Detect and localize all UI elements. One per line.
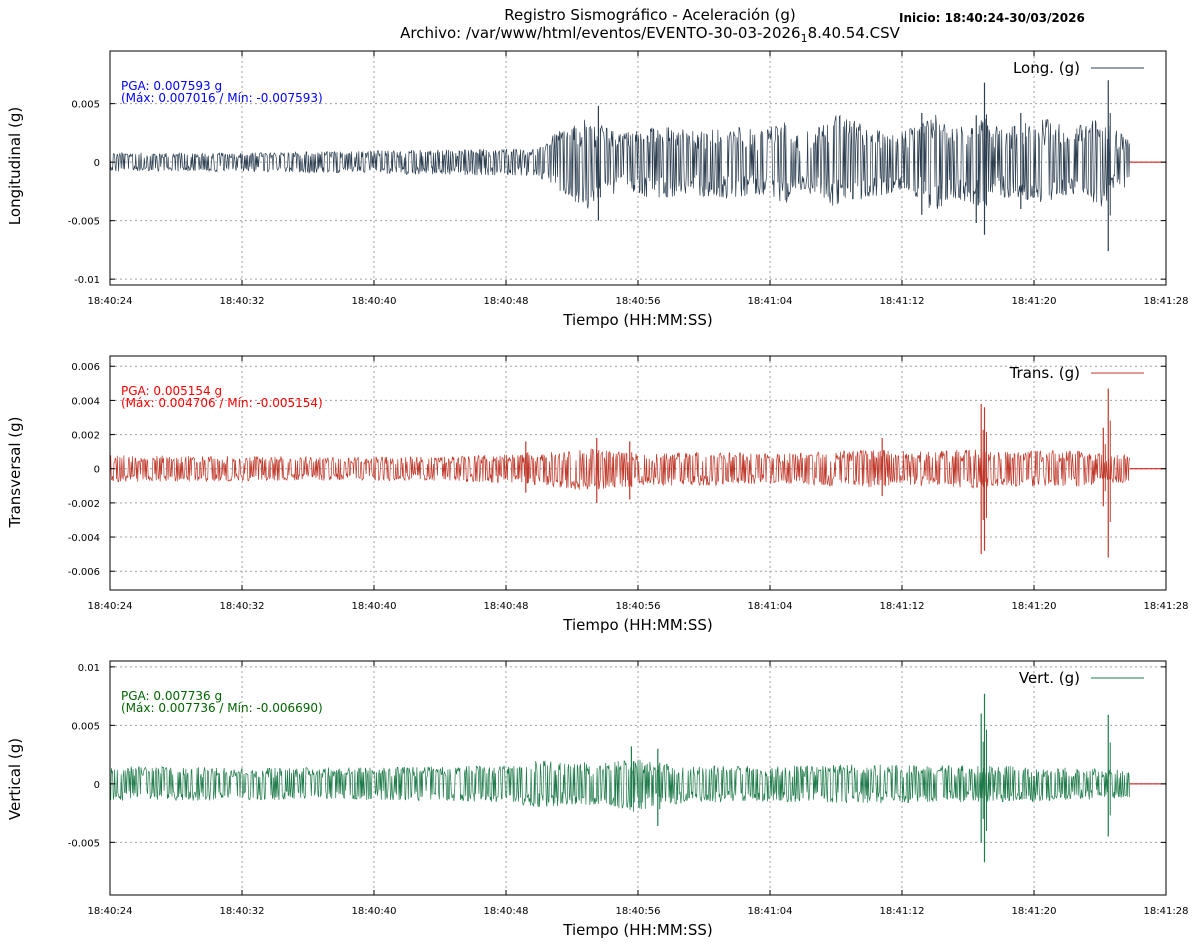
y-tick-label: 0.005 <box>71 721 100 732</box>
max-min-label: (Máx: 0.007736 / Mín: -0.006690) <box>121 701 323 715</box>
x-tick-label: 18:40:32 <box>220 906 265 917</box>
legend-label: Vert. (g) <box>1019 669 1080 687</box>
y-tick-label: 0.01 <box>78 663 100 674</box>
pga-label: PGA: 0.005154 g <box>121 384 222 398</box>
y-axis-label: Vertical (g) <box>6 738 24 820</box>
pga-label: PGA: 0.007593 g <box>121 79 222 93</box>
subplot-2: 18:40:24 18:40:32 18:40:40 18:40:48 18:40:56… <box>6 355 1189 634</box>
x-tick-label: 18:40:32 <box>220 296 265 307</box>
y-tick-label: -0.01 <box>74 275 100 286</box>
x-tick-label: 18:40:48 <box>484 296 529 307</box>
file-path-suffix: 8.40.54.CSV <box>807 24 900 42</box>
x-tick-label: 18:41:12 <box>880 296 925 307</box>
x-tick-label: 18:41:04 <box>748 296 793 307</box>
x-tick-label: 18:40:48 <box>484 906 529 917</box>
x-tick-label: 18:41:28 <box>1144 601 1189 612</box>
x-tick-label: 18:41:12 <box>880 601 925 612</box>
y-tick-label: 0.004 <box>71 396 100 407</box>
subplot-3: 18:40:24 18:40:32 18:40:40 18:40:48 18:40:56… <box>6 660 1189 939</box>
x-axis-label: Tiempo (HH:MM:SS) <box>562 921 712 939</box>
x-tick-label: 18:40:40 <box>352 601 397 612</box>
x-tick-label: 18:40:40 <box>352 906 397 917</box>
x-tick-label: 18:41:12 <box>880 906 925 917</box>
x-tick-label: 18:41:28 <box>1144 906 1189 917</box>
signal-trace <box>109 114 1131 209</box>
x-tick-label: 18:41:04 <box>748 906 793 917</box>
y-tick-label: -0.002 <box>68 499 100 510</box>
x-tick-label: 18:41:20 <box>1012 296 1057 307</box>
x-tick-label: 18:40:24 <box>88 601 133 612</box>
x-tick-label: 18:40:56 <box>616 601 661 612</box>
signal-trace <box>109 448 1131 490</box>
x-tick-label: 18:41:28 <box>1144 296 1189 307</box>
y-tick-label: 0.005 <box>71 100 100 111</box>
x-tick-label: 18:40:32 <box>220 601 265 612</box>
y-tick-label: 0 <box>94 780 100 791</box>
x-tick-label: 18:40:48 <box>484 601 529 612</box>
x-axis-label: Tiempo (HH:MM:SS) <box>562 311 712 329</box>
start-time: Inicio: 18:40:24-30/03/2026 <box>899 11 1085 25</box>
file-path-prefix: Archivo: /var/www/html/eventos/EVENTO-30… <box>400 24 801 42</box>
x-tick-label: 18:41:04 <box>748 601 793 612</box>
y-axis-label: Transversal (g) <box>6 416 24 528</box>
y-tick-label: 0 <box>94 158 100 169</box>
x-tick-label: 18:41:20 <box>1012 906 1057 917</box>
max-min-label: (Máx: 0.004706 / Mín: -0.005154) <box>121 396 323 410</box>
legend-label: Trans. (g) <box>1009 364 1080 382</box>
y-tick-label: -0.005 <box>68 838 100 849</box>
max-min-label: (Máx: 0.007016 / Mín: -0.007593) <box>121 91 323 105</box>
x-tick-label: 18:40:56 <box>616 296 661 307</box>
file-path-subscript: 1 <box>800 32 808 45</box>
x-tick-label: 18:40:24 <box>88 296 133 307</box>
y-tick-label: -0.006 <box>68 567 100 578</box>
x-tick-label: 18:41:20 <box>1012 601 1057 612</box>
x-tick-label: 18:40:56 <box>616 906 661 917</box>
y-tick-label: 0.002 <box>71 431 100 442</box>
x-axis-label: Tiempo (HH:MM:SS) <box>562 616 712 634</box>
x-tick-label: 18:40:24 <box>88 906 133 917</box>
subplot-1: 18:40:24 18:40:32 18:40:40 18:40:48 18:40:56… <box>6 50 1189 329</box>
x-tick-label: 18:40:40 <box>352 296 397 307</box>
y-tick-label: -0.005 <box>68 217 100 228</box>
y-axis-label: Longitudinal (g) <box>6 107 24 225</box>
pga-label: PGA: 0.007736 g <box>121 689 222 703</box>
y-tick-label: 0.006 <box>71 362 100 373</box>
y-tick-label: -0.004 <box>68 533 100 544</box>
chart-title: Registro Sismográfico - Aceleración (g) <box>504 6 796 24</box>
signal-trace <box>109 759 1131 812</box>
legend-label: Long. (g) <box>1013 59 1080 77</box>
file-path: Archivo: /var/www/html/eventos/EVENTO-30… <box>300 24 1000 48</box>
y-tick-label: 0 <box>94 465 100 476</box>
